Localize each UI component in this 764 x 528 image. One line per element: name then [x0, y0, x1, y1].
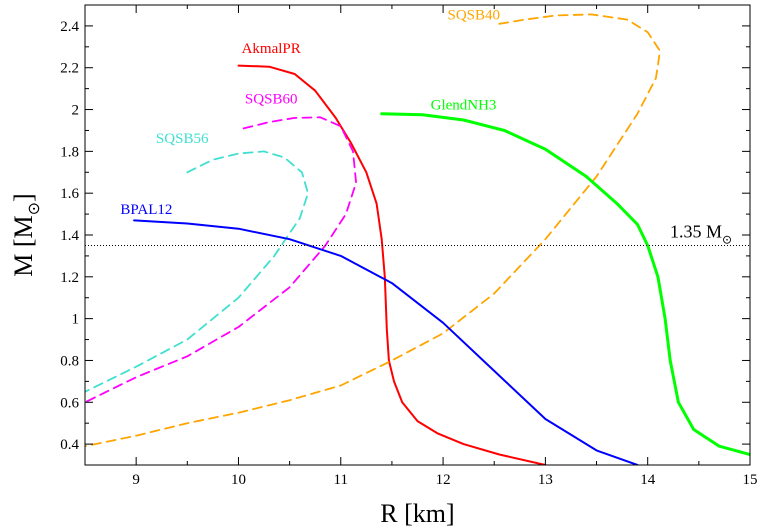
y-tick-label: 2	[72, 103, 80, 119]
series-label-sqsb60: SQSB60	[245, 91, 298, 107]
series-line-sqsb60	[85, 116, 357, 404]
series-layer	[85, 13, 750, 465]
reference-line-layer: 1.35 M⊙	[85, 221, 750, 246]
y-tick-label: 0.6	[60, 395, 79, 411]
plot-frame	[84, 4, 751, 466]
y-tick-label: 1.6	[60, 186, 79, 202]
x-tick-label: 11	[334, 472, 348, 488]
series-label-layer: AkmalPR SQSB60 SQSB56 SQSB40 GlendNH3 BPAL12	[120, 8, 500, 218]
y-tick-label: 0.8	[60, 353, 79, 369]
series-label-akmalpr: AkmalPR	[242, 41, 301, 57]
series-line-sqsb56	[85, 150, 309, 393]
y-tick-label: 0.4	[60, 437, 79, 453]
series-label-sqsb40: SQSB40	[448, 8, 501, 24]
y-tick-label: 1.8	[60, 144, 79, 160]
y-tick-label: 2.4	[60, 19, 79, 35]
x-tick-label: 13	[538, 472, 553, 488]
x-axis-title: R [km]	[380, 499, 454, 528]
y-tick-label: 1.2	[60, 270, 79, 286]
series-label-glendnh3: GlendNH3	[431, 98, 497, 114]
series-label-bpal12: BPAL12	[120, 202, 172, 218]
x-tick-label: 9	[132, 472, 140, 488]
series-line-akmalpr	[237, 64, 547, 465]
x-tick-label: 15	[743, 472, 758, 488]
series-line-sqsb40	[85, 13, 661, 448]
x-tick-label: 12	[436, 472, 451, 488]
y-axis-title: M [M⊙]	[9, 193, 43, 276]
y-tick-label: 1	[72, 312, 80, 328]
x-tick-label: 10	[231, 472, 246, 488]
tick-layer: 9 10 11 12 13 14 15 0.4 0.6 0.8 1 1.2 1.4 1.6 1.8 2 2.2 2…	[60, 4, 758, 488]
series-label-sqsb56: SQSB56	[156, 131, 209, 147]
y-tick-label: 2.2	[60, 61, 79, 77]
series-line-bpal12	[133, 219, 639, 465]
y-axis-title-subscript: ⊙	[26, 202, 43, 215]
x-tick-label: 14	[640, 472, 656, 488]
series-line-glendnh3	[380, 112, 750, 456]
y-tick-label: 1.4	[60, 228, 79, 244]
reference-line-label: 1.35 M⊙	[670, 221, 732, 246]
